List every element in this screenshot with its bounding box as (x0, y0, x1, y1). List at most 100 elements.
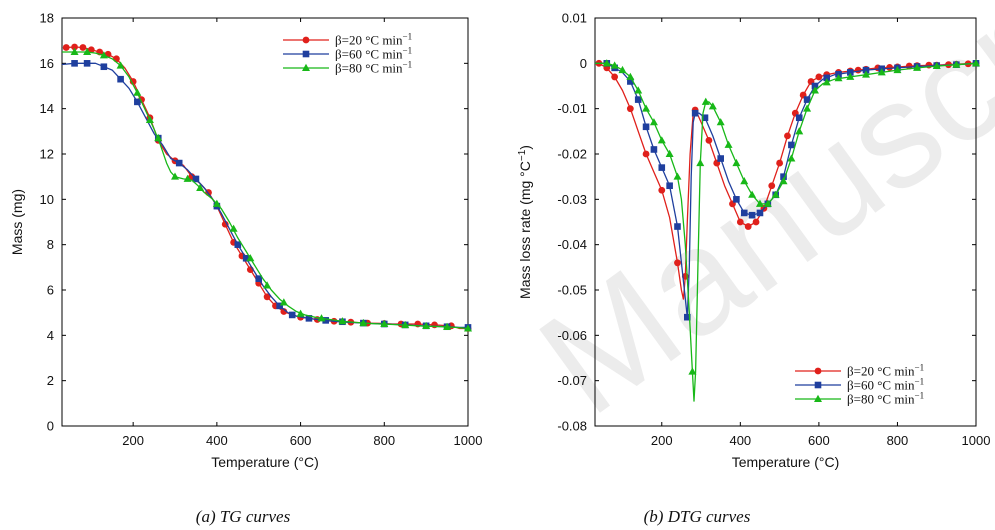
dtg-data-point (847, 69, 854, 76)
tg-legend-label: β=20 °C min−1 (335, 32, 412, 48)
tg-data-point (175, 159, 183, 167)
dtg-data-point (744, 223, 752, 230)
tg-data-point (338, 317, 347, 325)
dtg-legend-marker (814, 394, 822, 402)
dtg-y-tick-label: -0.03 (557, 192, 587, 207)
tg-data-point (100, 63, 108, 71)
dtg-data-point (823, 74, 831, 82)
dtg-data-point (642, 104, 651, 112)
dtg-legend-label: β=20 °C min−1 (847, 363, 924, 379)
tg-data-point (234, 241, 242, 248)
dtg-y-tick-label: -0.04 (557, 237, 587, 252)
tg-x-tick-label: 1000 (454, 433, 483, 448)
tg-legend-marker (302, 36, 310, 44)
tg-x-tick-label: 200 (122, 433, 144, 448)
dtg-data-point (822, 78, 831, 86)
tg-data-point (71, 43, 78, 51)
dtg-data-point (642, 150, 650, 158)
dtg-data-point (691, 109, 699, 117)
tg-data-point (279, 298, 288, 306)
dtg-data-point (717, 155, 724, 162)
dtg-data-point (684, 313, 691, 321)
tg-legend-label: β=60 °C min−1 (335, 46, 412, 62)
dtg-data-point (650, 146, 658, 153)
dtg-data-point (862, 66, 870, 74)
dtg-data-point (877, 68, 886, 76)
dtg-y-tick-label: 0 (580, 56, 587, 71)
tg-legend: β=20 °C min−1β=60 °C min−1β=80 °C min−1 (283, 32, 412, 76)
dtg-data-point (658, 164, 666, 171)
tg-legend-label: β=80 °C min−1 (335, 60, 412, 76)
dtg-data-point (932, 61, 941, 70)
dtg-data-point (649, 118, 658, 126)
dtg-data-point (913, 63, 922, 71)
tg-y-tick-label: 8 (47, 237, 54, 252)
dtg-data-point (673, 172, 682, 180)
tg-data-point (83, 47, 92, 55)
dtg-data-point (862, 70, 871, 78)
dtg-data-point (701, 114, 709, 122)
caption-tg: (a) TG curves (196, 507, 291, 526)
tg-y-tick-label: 4 (47, 328, 54, 343)
tg-data-point (134, 98, 141, 106)
tg-data-point (154, 133, 163, 142)
tg-x-axis-title: Temperature (°C) (211, 454, 319, 470)
tg-data-point (183, 174, 192, 182)
tg-x-tick-label: 600 (290, 433, 312, 448)
tg-data-point (70, 47, 79, 55)
dtg-series-2 (595, 59, 980, 402)
dtg-data-point (736, 218, 744, 226)
tg-data-point (62, 44, 70, 51)
dtg-data-point (634, 96, 642, 103)
tg-y-axis-title: Mass (mg) (9, 189, 25, 255)
tg-data-point (99, 51, 108, 59)
tg-data-point (116, 61, 125, 69)
dtg-x-axis-title: Temperature (°C) (732, 454, 840, 470)
dtg-x-tick-label: 200 (651, 433, 673, 448)
dtg-series-line (595, 62, 977, 402)
tg-data-point (133, 88, 142, 96)
tg-data-point (221, 220, 229, 228)
tg-series-1 (61, 60, 472, 331)
tg-data-point (317, 314, 326, 322)
dtg-plot-frame (594, 17, 977, 427)
tg-data-point (263, 281, 272, 289)
dtg-data-point (626, 105, 634, 113)
dtg-data-point (854, 66, 862, 74)
dtg-data-point (716, 118, 725, 126)
tg-data-point (145, 115, 154, 123)
dtg-data-point (642, 123, 650, 131)
tg-y-tick-label: 16 (40, 56, 54, 71)
dtg-y-tick-label: -0.05 (557, 283, 587, 298)
tg-data-point (422, 321, 431, 330)
tg-legend-marker (302, 63, 310, 71)
tg-data-point (359, 318, 368, 327)
dtg-legend: β=20 °C min−1β=60 °C min−1β=80 °C min−1 (795, 363, 924, 407)
dtg-data-point (748, 190, 757, 198)
tg-legend-marker (302, 50, 310, 58)
tg-data-point (71, 60, 78, 67)
dtg-data-point (755, 199, 764, 207)
dtg-y-tick-label: -0.08 (557, 419, 587, 434)
dtg-x-tick-label: 1000 (962, 433, 991, 448)
dtg-data-point (788, 141, 795, 149)
tg-data-point (192, 175, 200, 183)
tg-data-point (255, 275, 263, 282)
dtg-data-point (780, 173, 787, 180)
dtg-legend-label: β=80 °C min−1 (847, 391, 924, 407)
dtg-data-point (618, 65, 627, 74)
dtg-x-tick-label: 600 (808, 433, 830, 448)
dtg-data-point (846, 72, 855, 80)
tg-y-tick-label: 12 (40, 147, 54, 162)
dtg-data-point (610, 61, 619, 69)
dtg-x-tick-label: 400 (729, 433, 751, 448)
tg-series-2 (62, 47, 472, 332)
dtg-data-point (815, 73, 823, 81)
dtg-data-point (803, 104, 812, 112)
tg-data-point (322, 317, 329, 324)
dtg-data-point (626, 72, 635, 80)
tg-data-point (229, 224, 238, 232)
dtg-data-point (733, 196, 740, 203)
dtg-data-point (768, 182, 776, 190)
dtg-x-tick-label: 800 (887, 433, 909, 448)
